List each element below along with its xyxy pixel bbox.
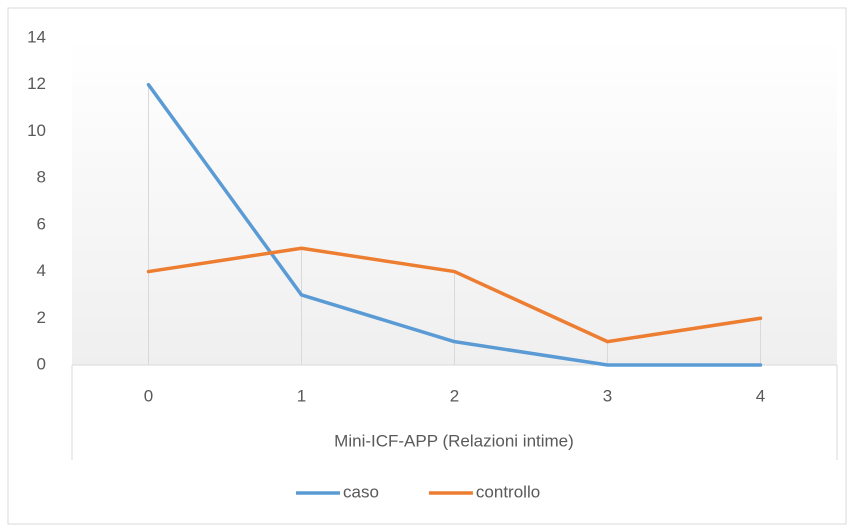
y-tick-label: 0: [37, 354, 46, 373]
x-tick-label: 4: [756, 386, 765, 405]
x-tick-label: 0: [144, 386, 153, 405]
x-tick-label: 2: [450, 386, 459, 405]
y-tick-label: 6: [37, 214, 46, 233]
legend-label: caso: [343, 482, 379, 501]
y-tick-label: 4: [37, 261, 46, 280]
x-axis-label: Mini-ICF-APP (Relazioni intime): [334, 431, 574, 450]
y-tick-label: 2: [37, 308, 46, 327]
y-tick-label: 10: [27, 121, 46, 140]
x-tick-label: 3: [603, 386, 612, 405]
legend-label: controllo: [476, 482, 540, 501]
x-tick-label: 1: [297, 386, 306, 405]
series-line: [146, 82, 763, 367]
series-line: [146, 246, 763, 344]
y-tick-label: 14: [27, 27, 46, 46]
y-tick-label: 8: [37, 168, 46, 187]
y-tick-label: 12: [27, 74, 46, 93]
